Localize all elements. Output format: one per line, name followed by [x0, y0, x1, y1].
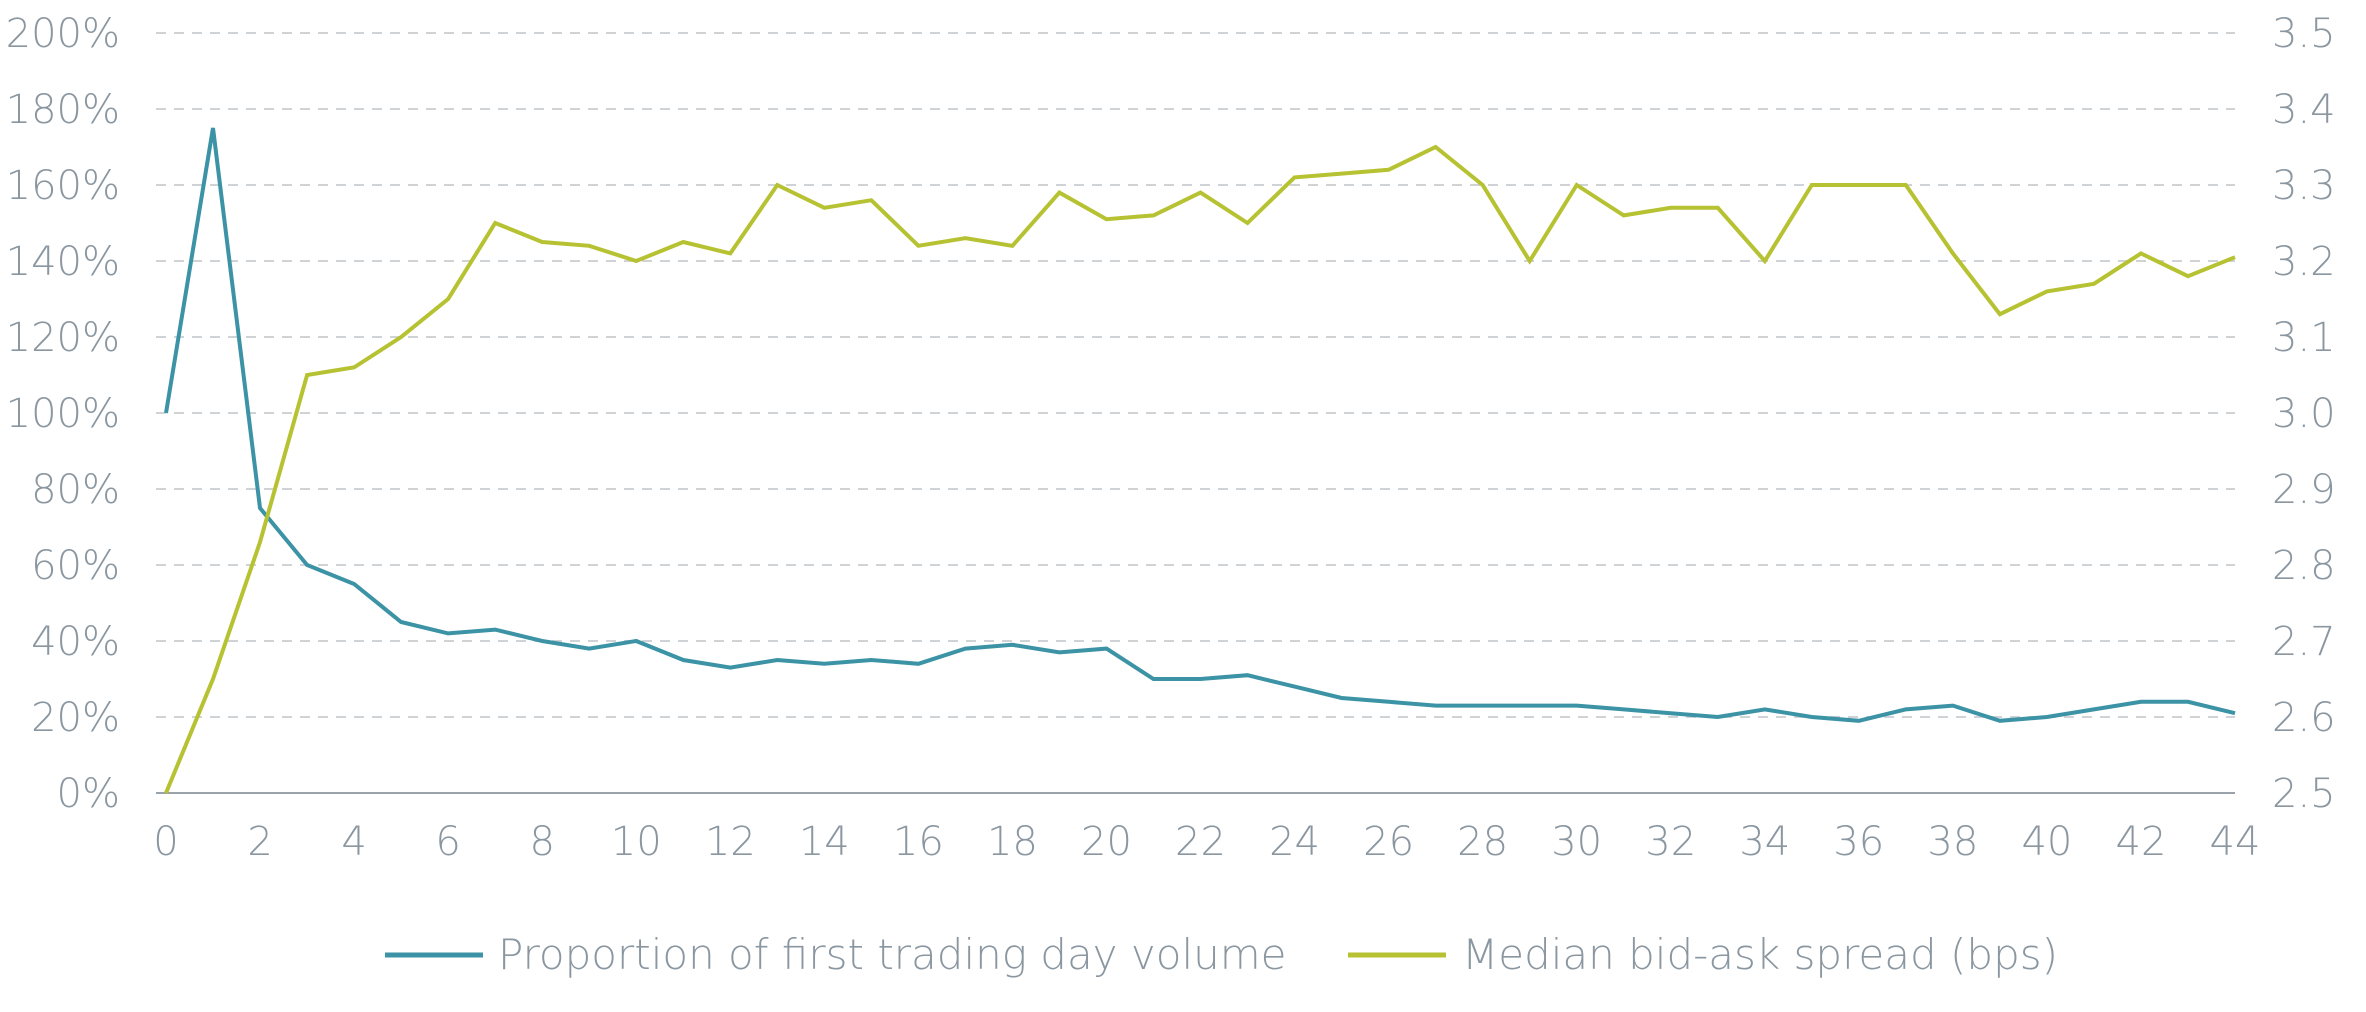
right-y-tick-label: 2.9 [2272, 467, 2336, 513]
x-tick-label: 12 [705, 819, 756, 865]
right-y-tick-label: 3.0 [2272, 391, 2336, 437]
right-y-tick-label: 2.6 [2272, 695, 2336, 741]
x-tick-label: 18 [987, 819, 1038, 865]
x-tick-label: 16 [893, 819, 944, 865]
x-tick-label: 14 [799, 819, 850, 865]
x-tick-label: 20 [1081, 819, 1132, 865]
x-tick-label: 28 [1457, 819, 1508, 865]
x-tick-label: 44 [2210, 819, 2261, 865]
left-y-tick-label: 160% [6, 163, 120, 209]
series-line-bid-ask-spread [164, 144, 2236, 794]
legend: Proportion of first trading day volume Me… [385, 930, 2058, 979]
right-y-tick-label: 3.4 [2272, 87, 2336, 133]
right-y-tick-label: 3.2 [2272, 239, 2336, 285]
x-tick-label: 4 [341, 819, 366, 865]
x-tick-label: 34 [1739, 819, 1790, 865]
left-y-tick-label: 80% [31, 467, 120, 513]
legend-label: Median bid-ask spread (bps) [1462, 930, 2058, 979]
x-tick-label: 24 [1269, 819, 1320, 865]
x-tick-label: 40 [2021, 819, 2072, 865]
right-y-tick-label: 3.3 [2272, 163, 2336, 209]
left-y-tick-label: 60% [31, 543, 120, 589]
x-tick-label: 2 [247, 819, 272, 865]
left-y-tick-label: 200% [6, 11, 120, 57]
right-y-tick-label: 2.5 [2272, 771, 2336, 817]
left-y-tick-label: 20% [31, 695, 120, 741]
left-y-tick-label: 40% [31, 619, 120, 665]
x-tick-label: 38 [1927, 819, 1978, 865]
x-tick-label: 0 [153, 819, 178, 865]
right-y-tick-label: 2.8 [2272, 543, 2336, 589]
x-axis-ticks: 0 2 4 6 8 10 12 14 16 18 20 22 24 26 28 30 32 34 36 38 40 42 4… [153, 819, 2260, 865]
series-line-trading-volume [164, 127, 2236, 723]
right-y-axis-ticks: 2.5 2.6 2.7 2.8 2.9 3.0 3.1 3.2 3.3 3.4 3.5 [2272, 11, 2336, 817]
x-tick-label: 36 [1833, 819, 1884, 865]
x-tick-label: 26 [1363, 819, 1414, 865]
left-y-tick-label: 180% [6, 87, 120, 133]
x-tick-label: 32 [1645, 819, 1696, 865]
gridlines [156, 32, 2235, 718]
x-tick-label: 6 [435, 819, 460, 865]
series-lines [164, 127, 2236, 794]
x-tick-label: 10 [611, 819, 662, 865]
right-y-tick-label: 3.5 [2272, 11, 2336, 57]
x-tick-label: 22 [1175, 819, 1226, 865]
x-tick-label: 42 [2116, 819, 2167, 865]
left-y-tick-label: 0% [57, 771, 120, 817]
left-y-tick-label: 100% [6, 391, 120, 437]
x-tick-label: 30 [1551, 819, 1602, 865]
left-y-axis-ticks: 0% 20% 40% 60% 80% 100% 120% 140% 160% 180% 200% [6, 11, 120, 817]
left-y-tick-label: 140% [6, 239, 120, 285]
right-y-tick-label: 3.1 [2272, 315, 2336, 361]
left-y-tick-label: 120% [6, 315, 120, 361]
x-tick-label: 8 [529, 819, 554, 865]
right-y-tick-label: 2.7 [2272, 619, 2336, 665]
legend-label: Proportion of first trading day volume [498, 930, 1286, 979]
